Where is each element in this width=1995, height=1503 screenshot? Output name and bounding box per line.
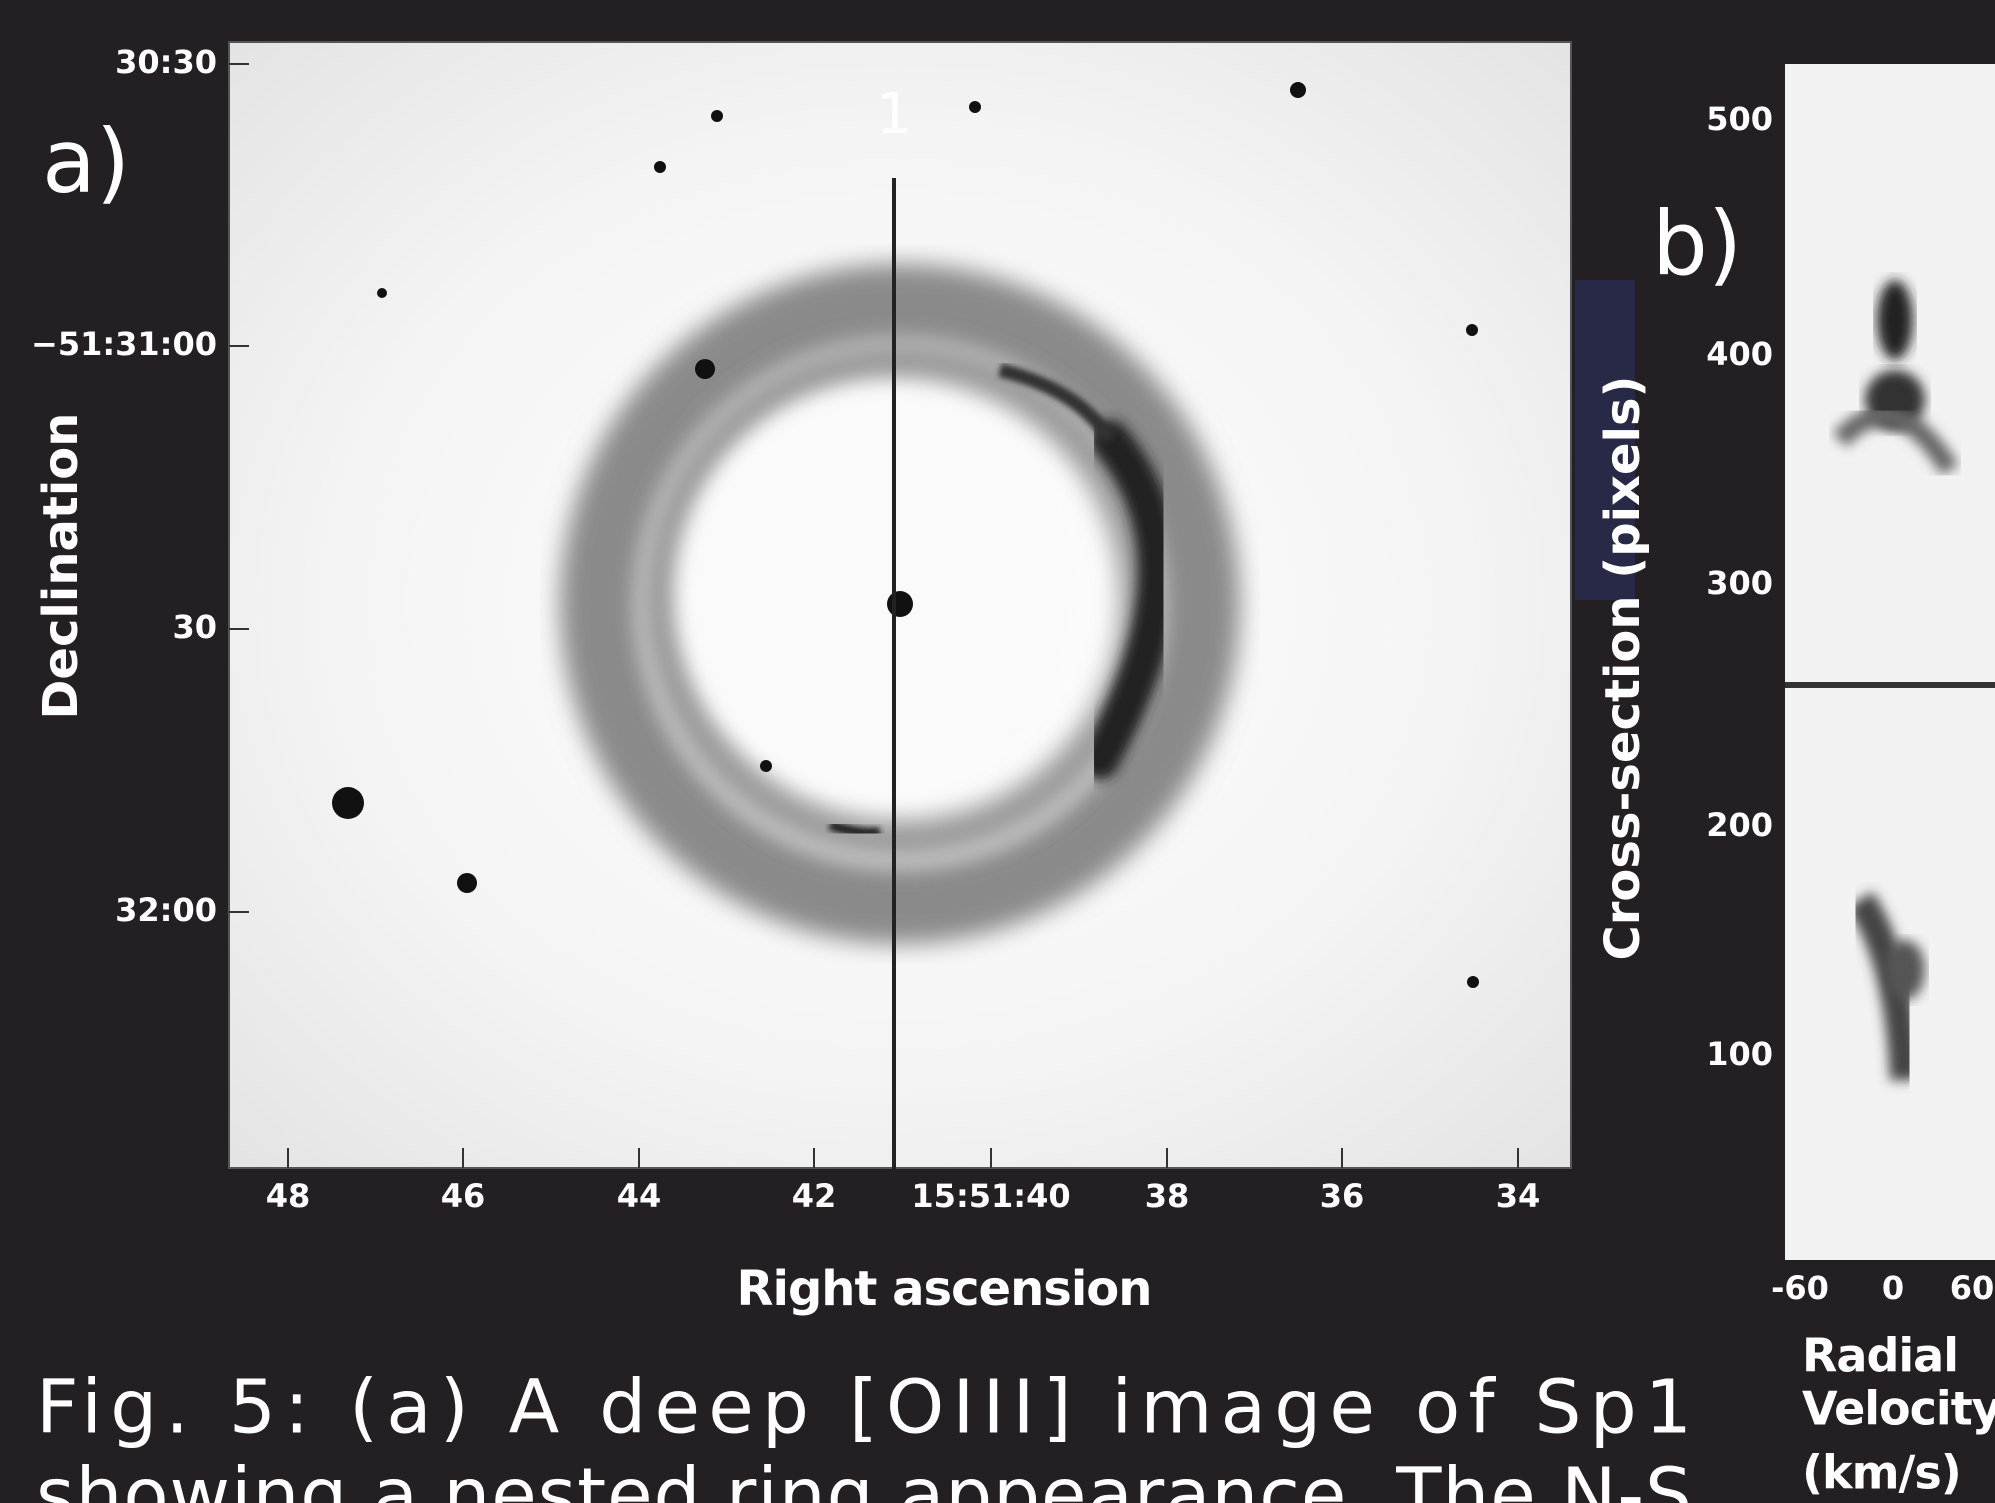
x-tick-label: 38 [1145,1177,1190,1215]
x-tick-label: 48 [266,1177,311,1215]
x-tick-label: 44 [617,1177,662,1215]
slit-label: 1 [876,82,912,147]
emission-blob [1885,940,1925,1000]
y-tick-label: 500 [1706,100,1773,138]
star [377,288,387,298]
y-tick-label: 30:30 [115,43,217,81]
panel-label: a) [42,110,130,213]
x-tick-label: 0 [1882,1269,1904,1307]
inner-cavity [680,390,1080,790]
x-axis-title: Radial [1802,1329,1958,1383]
x-axis-title: (km/s) [1802,1446,1961,1500]
nebula-image [229,42,1571,1168]
y-tick-label: 400 [1706,335,1773,373]
x-axis-title: Right ascension [737,1261,1152,1317]
figure: a) 1 30:30 −51:31:00 30 32:00 48 46 44 42 15:51:40… [0,0,1995,1503]
y-tick-label: 300 [1706,564,1773,602]
y-axis-title: Cross-section (pixels) [1595,376,1651,961]
central-star [887,591,913,617]
caption-line: Fig. 5: (a) A deep [OIII] image of Sp1 [36,1365,1692,1451]
y-axis-title: Declination [33,413,89,720]
x-tick-label: -60 [1771,1269,1829,1307]
y-tick-label: 30 [172,608,217,646]
star [332,787,364,819]
x-tick-label: 34 [1496,1177,1541,1215]
star [654,161,666,173]
star [1466,324,1478,336]
x-axis-title: Velocity [1802,1382,1995,1436]
panel-label: b) [1652,192,1742,295]
star [457,873,477,893]
star [760,760,772,772]
x-tick-label: 42 [792,1177,837,1215]
x-tick-label: 46 [441,1177,486,1215]
emission-blob [1877,280,1913,360]
x-tick-label: 15:51:40 [911,1177,1070,1215]
star [1467,976,1479,988]
y-tick-label: −51:31:00 [31,325,217,363]
star [969,101,981,113]
star [711,110,723,122]
caption-line: showing a nested ring appearance. The N-… [36,1453,1692,1503]
spectrum-background [1785,64,1995,1260]
x-tick-label: 36 [1320,1177,1365,1215]
star [1290,82,1306,98]
y-tick-label: 100 [1706,1035,1773,1073]
star [695,359,715,379]
spectrum-image [1785,64,1995,1260]
y-tick-label: 32:00 [115,891,217,929]
page: a) 1 30:30 −51:31:00 30 32:00 48 46 44 42 15:51:40… [0,0,1995,1503]
x-tick-label: 60 [1950,1269,1995,1307]
y-tick-label: 200 [1706,806,1773,844]
